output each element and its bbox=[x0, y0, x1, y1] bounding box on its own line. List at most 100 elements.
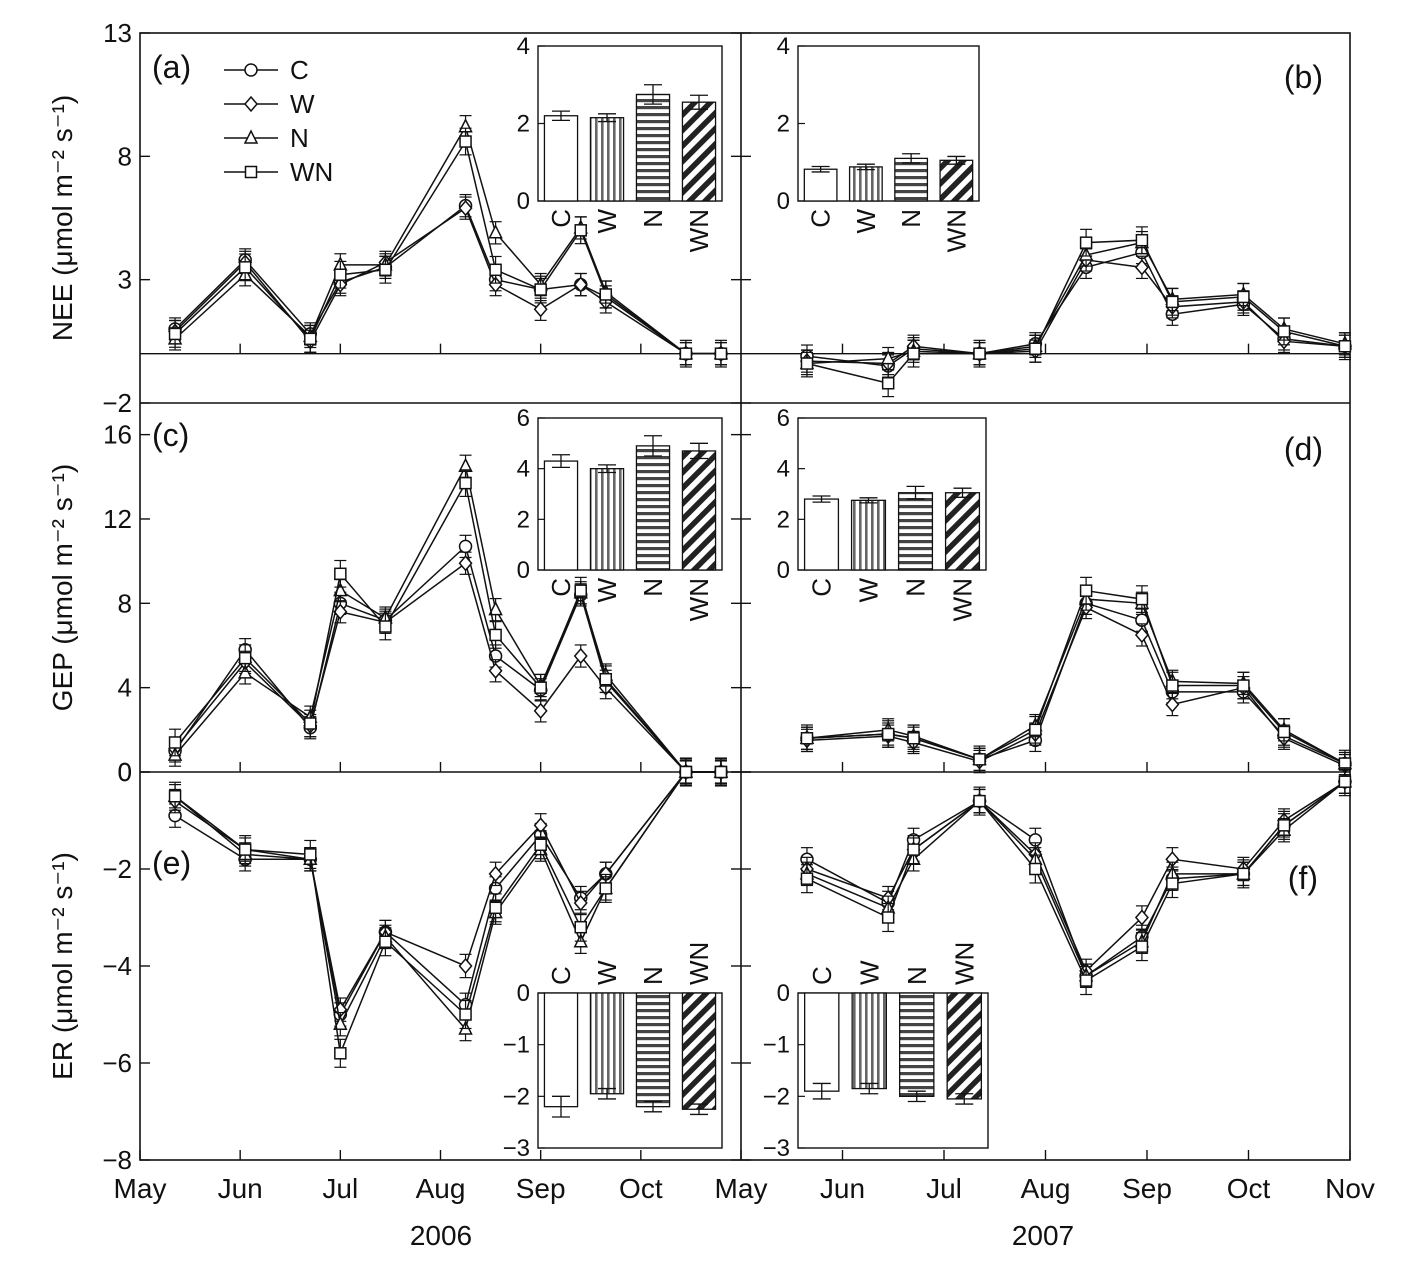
inset-y-tick-label: 0 bbox=[777, 980, 790, 1007]
inset-bar-WN bbox=[681, 450, 717, 571]
marker-triangle bbox=[488, 224, 503, 239]
month-label: Jul bbox=[926, 1173, 962, 1204]
marker-square bbox=[379, 263, 392, 277]
inset-bar-W bbox=[848, 166, 883, 202]
panel-label: (f) bbox=[1288, 860, 1318, 896]
inset-bar-chart: −3−2−10C W N WN bbox=[503, 942, 723, 1162]
y-tick-label: 0 bbox=[118, 757, 132, 787]
inset-category-label: C bbox=[807, 578, 837, 597]
inset-category-label: WN bbox=[941, 209, 971, 252]
marker-square bbox=[489, 901, 502, 915]
series-line bbox=[174, 206, 721, 355]
marker-diamond bbox=[458, 555, 473, 572]
inset-y-tick-label: 4 bbox=[777, 33, 790, 60]
marker-square bbox=[1277, 325, 1291, 338]
marker-square bbox=[304, 848, 317, 861]
series-C bbox=[800, 240, 1352, 378]
marker-square bbox=[574, 224, 587, 237]
marker-square bbox=[459, 1008, 472, 1021]
marker-square bbox=[1237, 679, 1250, 692]
inset-category-label: W bbox=[592, 960, 622, 985]
inset-category-label: N bbox=[902, 966, 932, 985]
series-C bbox=[800, 769, 1352, 988]
series-line bbox=[174, 464, 721, 773]
marker-triangle bbox=[880, 349, 896, 365]
marker-square bbox=[1338, 775, 1352, 788]
inset-bar-W bbox=[589, 992, 625, 1095]
marker-square bbox=[1135, 233, 1149, 247]
series-WN bbox=[168, 757, 728, 1068]
month-label: Aug bbox=[1021, 1173, 1071, 1204]
marker-square bbox=[1166, 877, 1179, 890]
inset-bar-chart: −3−2−10C W N WN bbox=[763, 942, 989, 1162]
marker-triangle bbox=[488, 600, 503, 616]
marker-diamond bbox=[1134, 909, 1149, 926]
inset-bar-WN bbox=[681, 992, 717, 1110]
month-label: Oct bbox=[619, 1173, 663, 1204]
inset-category-label: N bbox=[896, 209, 926, 228]
inset-bar-WN bbox=[944, 492, 981, 571]
inset-category-label: C bbox=[546, 578, 576, 597]
y-tick-label: 3 bbox=[118, 265, 132, 295]
y-tick-label: −6 bbox=[102, 1048, 132, 1078]
inset-y-tick-label: 6 bbox=[777, 405, 790, 432]
inset-category-label: N bbox=[638, 578, 668, 597]
panel-label: (c) bbox=[152, 417, 189, 453]
inset-y-tick-label: −3 bbox=[763, 1135, 790, 1162]
year-label-2007: 2007 bbox=[1012, 1220, 1074, 1251]
y-tick-label: −2 bbox=[102, 854, 132, 884]
inset-bar-W bbox=[589, 117, 625, 202]
month-label: May bbox=[114, 1173, 167, 1204]
inset-category-label: C bbox=[546, 209, 576, 228]
series-line bbox=[174, 139, 721, 355]
legend-item-W: W bbox=[224, 89, 315, 119]
y-tick-label: 12 bbox=[103, 504, 132, 534]
legend-label: N bbox=[290, 123, 309, 153]
y-tick-label: 16 bbox=[103, 420, 132, 450]
marker-square bbox=[489, 628, 502, 642]
y-axis-label: ER (μmol m⁻² s⁻¹) bbox=[47, 852, 78, 1080]
month-label: Jun bbox=[820, 1173, 865, 1204]
marker-triangle bbox=[333, 1015, 348, 1030]
marker-diamond bbox=[488, 662, 503, 679]
inset-y-tick-label: −1 bbox=[503, 1032, 530, 1059]
marker-diamond bbox=[573, 276, 588, 293]
marker-square bbox=[599, 882, 613, 895]
inset-y-tick-label: 2 bbox=[777, 506, 790, 533]
marker-square bbox=[1277, 725, 1291, 739]
marker-square bbox=[168, 736, 182, 749]
inset-category-label: WN bbox=[684, 942, 714, 985]
inset-y-tick-label: 4 bbox=[517, 33, 530, 60]
marker-square bbox=[714, 347, 728, 360]
y-tick-label: 13 bbox=[103, 18, 132, 48]
series-N bbox=[799, 769, 1353, 988]
inset-category-label: N bbox=[638, 966, 668, 985]
marker-diamond bbox=[244, 95, 258, 113]
marker-square bbox=[599, 672, 613, 686]
series-WN bbox=[168, 127, 728, 368]
marker-square bbox=[800, 872, 814, 885]
series-line bbox=[174, 771, 721, 1057]
inset-y-tick-label: 2 bbox=[777, 111, 790, 138]
inset-y-tick-label: 6 bbox=[517, 405, 530, 432]
marker-diamond bbox=[458, 957, 473, 975]
year-label-2006: 2006 bbox=[410, 1220, 472, 1251]
marker-square bbox=[907, 347, 920, 360]
marker-square bbox=[168, 327, 182, 341]
marker-square bbox=[679, 347, 693, 360]
marker-square bbox=[489, 263, 502, 277]
inset-category-label: C bbox=[806, 209, 836, 228]
month-label: Nov bbox=[1325, 1173, 1375, 1204]
y-tick-label: 0 bbox=[118, 757, 132, 787]
marker-square bbox=[973, 753, 986, 766]
marker-square bbox=[881, 727, 895, 741]
marker-square bbox=[1029, 723, 1042, 737]
legend-label: C bbox=[290, 55, 309, 85]
inset-category-label: N bbox=[638, 209, 668, 228]
